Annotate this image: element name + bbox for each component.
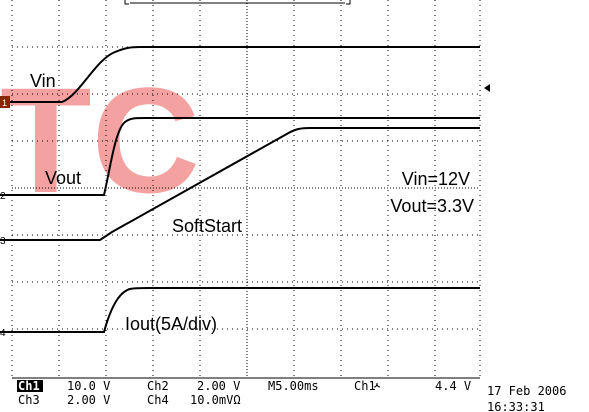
marker: 2	[0, 191, 6, 202]
status: Ch1	[18, 379, 40, 393]
status: Ch4	[147, 393, 169, 407]
status: 10.0mVΩ	[190, 393, 241, 407]
channel-markers: 1 2 3 4	[0, 84, 490, 339]
status: Ch3	[18, 393, 40, 407]
graticule	[11, 0, 481, 379]
marker: 4	[0, 328, 6, 339]
vin-trace	[0, 46, 480, 103]
date: 17 Feb 2006	[487, 384, 566, 398]
status: 2.00 V	[197, 379, 240, 393]
waveforms	[0, 46, 480, 333]
vout-trace	[0, 117, 480, 196]
status: Ch1	[354, 379, 376, 393]
iout-label: Iout(5A/div)	[125, 314, 217, 334]
time: 16:33:31	[487, 400, 545, 412]
vin-value: Vin=12V	[402, 169, 470, 189]
status: 10.0 V	[67, 379, 110, 393]
marker: 3	[0, 236, 6, 247]
softstart-trace	[0, 127, 480, 241]
vin-label: Vin	[30, 71, 56, 91]
status: 2.00 V	[67, 393, 110, 407]
status: 4.4 V	[435, 379, 471, 393]
status-bar: Ch1 10.0 V Ch2 2.00 V M5.00ms Ch1 4.4 V …	[18, 379, 566, 412]
vout-value: Vout=3.3V	[390, 196, 474, 216]
iout-trace	[0, 287, 480, 333]
vout-label: Vout	[45, 168, 81, 188]
status: M5.00ms	[268, 379, 319, 393]
status: Ch2	[147, 379, 169, 393]
softstart-label: SoftStart	[172, 216, 242, 236]
marker: 1	[2, 98, 7, 108]
